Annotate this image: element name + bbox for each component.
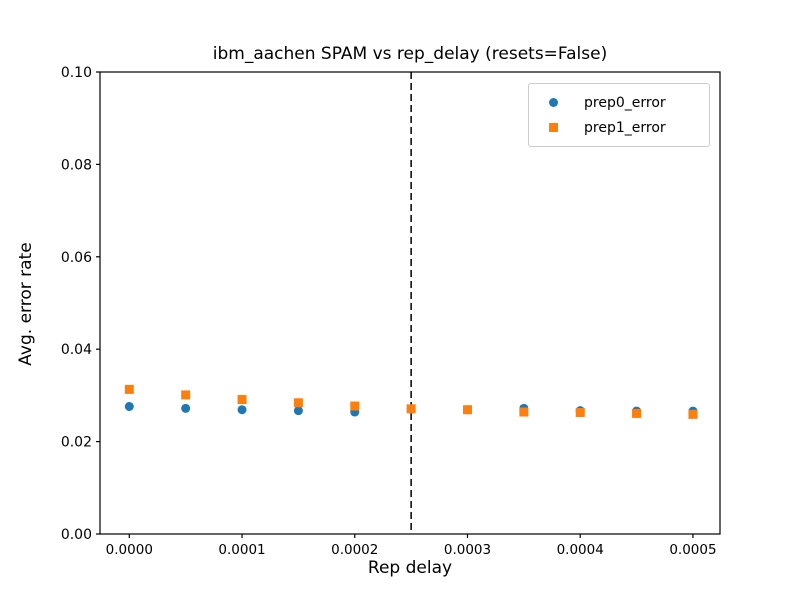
- legend-item-prep1-error: prep1_error: [529, 115, 709, 140]
- data-point-prep1_error: [124, 384, 134, 394]
- data-point-prep1_error: [519, 407, 529, 417]
- plot-border: [99, 71, 721, 535]
- x-tick-label: 0.0000: [106, 542, 153, 558]
- x-axis-label: Rep delay: [367, 558, 453, 578]
- x-tick-label: 0.0005: [669, 542, 716, 558]
- data-point-prep0_error: [124, 401, 134, 411]
- y-tick-label: 0.08: [61, 157, 92, 173]
- y-tick-label: 0.02: [61, 435, 92, 451]
- y-tick-label: 0.04: [61, 342, 92, 358]
- y-tick-label: 0.00: [61, 527, 92, 543]
- x-tick-label: 0.0001: [218, 542, 265, 558]
- data-point-prep1_error: [237, 395, 247, 405]
- legend-label: prep1_error: [584, 119, 666, 136]
- data-point-prep0_error: [293, 406, 303, 416]
- legend: prep0_error prep1_error: [528, 83, 710, 147]
- data-point-prep1_error: [688, 409, 698, 419]
- data-point-prep1_error: [181, 390, 191, 400]
- data-point-prep1_error: [575, 407, 585, 417]
- chart-title: ibm_aachen SPAM vs rep_delay (resets=Fal…: [212, 44, 608, 64]
- y-tick-label: 0.06: [61, 250, 92, 266]
- data-point-prep1_error: [462, 405, 472, 415]
- legend-label: prep0_error: [584, 94, 666, 111]
- x-tick-label: 0.0002: [331, 542, 378, 558]
- data-point-prep0_error: [181, 403, 191, 413]
- data-point-prep1_error: [293, 398, 303, 408]
- legend-item-prep0-error: prep0_error: [529, 90, 709, 115]
- data-point-prep1_error: [632, 408, 642, 418]
- data-point-prep0_error: [237, 405, 247, 415]
- data-point-prep1_error: [406, 404, 416, 414]
- y-axis-label: Avg. error rate: [16, 242, 36, 366]
- x-tick-label: 0.0004: [557, 542, 604, 558]
- prep0-circle-marker-icon: [549, 98, 558, 107]
- data-point-prep1_error: [350, 401, 360, 411]
- y-tick-label: 0.10: [61, 65, 92, 81]
- x-tick-label: 0.0003: [444, 542, 491, 558]
- prep1-square-marker-icon: [549, 123, 558, 132]
